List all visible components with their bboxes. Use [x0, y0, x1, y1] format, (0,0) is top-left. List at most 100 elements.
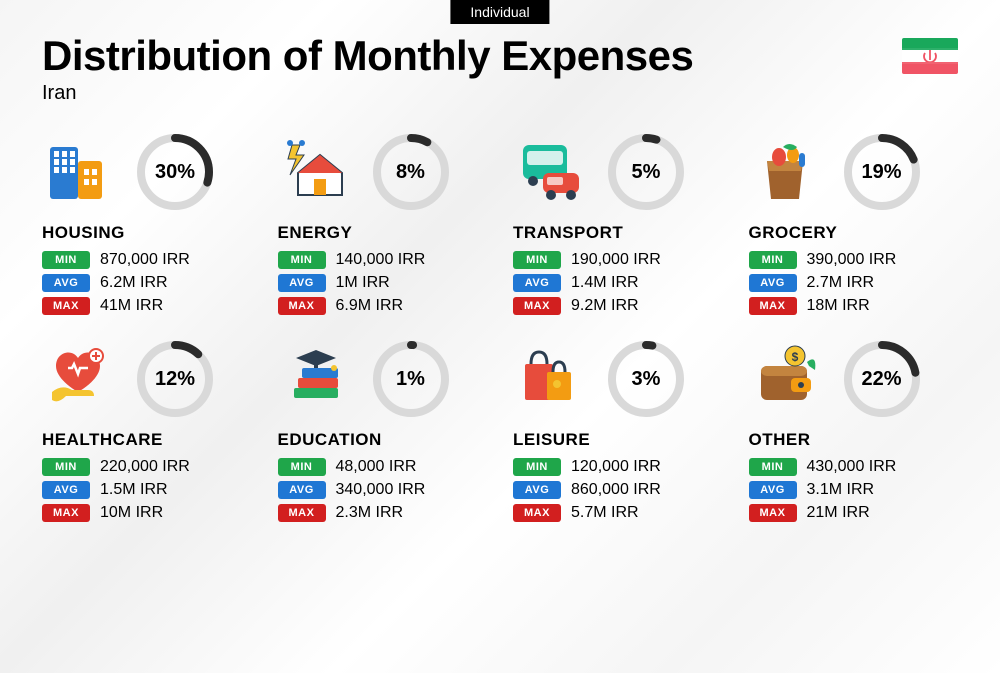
- healthcare-max-row: MAX 10M IRR: [42, 504, 252, 522]
- avg-badge: AVG: [278, 481, 326, 499]
- housing-min-row: MIN 870,000 IRR: [42, 251, 252, 269]
- other-min-value: 430,000 IRR: [807, 458, 897, 476]
- healthcare-max-value: 10M IRR: [100, 504, 163, 522]
- grocery-percent-label: 19%: [843, 133, 921, 211]
- category-leisure: 3% LEISURE MIN 120,000 IRR AVG 860,000 I…: [513, 340, 723, 527]
- leisure-percent-label: 3%: [607, 340, 685, 418]
- healthcare-percent-label: 12%: [136, 340, 214, 418]
- other-name: OTHER: [749, 430, 959, 450]
- leisure-max-value: 5.7M IRR: [571, 504, 639, 522]
- other-avg-row: AVG 3.1M IRR: [749, 481, 959, 499]
- housing-min-value: 870,000 IRR: [100, 251, 190, 269]
- education-avg-value: 340,000 IRR: [336, 481, 426, 499]
- category-housing: 30% HOUSING MIN 870,000 IRR AVG 6.2M IRR…: [42, 133, 252, 320]
- transport-percent-label: 5%: [607, 133, 685, 211]
- grocery-avg-value: 2.7M IRR: [807, 274, 875, 292]
- grocery-min-value: 390,000 IRR: [807, 251, 897, 269]
- energy-min-row: MIN 140,000 IRR: [278, 251, 488, 269]
- education-percent-label: 1%: [372, 340, 450, 418]
- transport-max-row: MAX 9.2M IRR: [513, 297, 723, 315]
- leisure-avg-value: 860,000 IRR: [571, 481, 661, 499]
- energy-max-row: MAX 6.9M IRR: [278, 297, 488, 315]
- other-percent-label: 22%: [843, 340, 921, 418]
- grocery-percent-ring: 19%: [843, 133, 921, 211]
- avg-badge: AVG: [749, 481, 797, 499]
- svg-text:$: $: [791, 350, 798, 364]
- category-energy: 8% ENERGY MIN 140,000 IRR AVG 1M IRR MAX…: [278, 133, 488, 320]
- min-badge: MIN: [278, 458, 326, 476]
- other-max-value: 21M IRR: [807, 504, 870, 522]
- education-name: EDUCATION: [278, 430, 488, 450]
- avg-badge: AVG: [513, 274, 561, 292]
- leisure-max-row: MAX 5.7M IRR: [513, 504, 723, 522]
- healthcare-icon: [42, 344, 118, 414]
- energy-min-value: 140,000 IRR: [336, 251, 426, 269]
- education-percent-ring: 1%: [372, 340, 450, 418]
- grocery-icon: [749, 137, 825, 207]
- housing-icon: [42, 137, 118, 207]
- max-badge: MAX: [42, 297, 90, 315]
- min-badge: MIN: [513, 251, 561, 269]
- grocery-max-value: 18M IRR: [807, 297, 870, 315]
- other-max-row: MAX 21M IRR: [749, 504, 959, 522]
- category-transport: 5% TRANSPORT MIN 190,000 IRR AVG 1.4M IR…: [513, 133, 723, 320]
- healthcare-min-row: MIN 220,000 IRR: [42, 458, 252, 476]
- housing-max-row: MAX 41M IRR: [42, 297, 252, 315]
- housing-name: HOUSING: [42, 223, 252, 243]
- category-healthcare: 12% HEALTHCARE MIN 220,000 IRR AVG 1.5M …: [42, 340, 252, 527]
- flag-iran-icon: [902, 38, 958, 74]
- grocery-max-row: MAX 18M IRR: [749, 297, 959, 315]
- category-education: 1% EDUCATION MIN 48,000 IRR AVG 340,000 …: [278, 340, 488, 527]
- housing-percent-label: 30%: [136, 133, 214, 211]
- energy-avg-value: 1M IRR: [336, 274, 390, 292]
- education-max-value: 2.3M IRR: [336, 504, 404, 522]
- leisure-icon: [513, 344, 589, 414]
- healthcare-name: HEALTHCARE: [42, 430, 252, 450]
- min-badge: MIN: [42, 458, 90, 476]
- energy-icon: [278, 137, 354, 207]
- education-min-value: 48,000 IRR: [336, 458, 417, 476]
- leisure-percent-ring: 3%: [607, 340, 685, 418]
- leisure-min-value: 120,000 IRR: [571, 458, 661, 476]
- energy-name: ENERGY: [278, 223, 488, 243]
- categories-grid: 30% HOUSING MIN 870,000 IRR AVG 6.2M IRR…: [0, 115, 1000, 547]
- grocery-min-row: MIN 390,000 IRR: [749, 251, 959, 269]
- header: Distribution of Monthly Expenses Iran: [0, 0, 1000, 115]
- avg-badge: AVG: [749, 274, 797, 292]
- healthcare-min-value: 220,000 IRR: [100, 458, 190, 476]
- min-badge: MIN: [749, 458, 797, 476]
- leisure-name: LEISURE: [513, 430, 723, 450]
- grocery-avg-row: AVG 2.7M IRR: [749, 274, 959, 292]
- category-grocery: 19% GROCERY MIN 390,000 IRR AVG 2.7M IRR…: [749, 133, 959, 320]
- transport-avg-value: 1.4M IRR: [571, 274, 639, 292]
- min-badge: MIN: [42, 251, 90, 269]
- transport-max-value: 9.2M IRR: [571, 297, 639, 315]
- max-badge: MAX: [278, 504, 326, 522]
- transport-avg-row: AVG 1.4M IRR: [513, 274, 723, 292]
- healthcare-avg-row: AVG 1.5M IRR: [42, 481, 252, 499]
- transport-name: TRANSPORT: [513, 223, 723, 243]
- max-badge: MAX: [513, 504, 561, 522]
- avg-badge: AVG: [42, 481, 90, 499]
- education-avg-row: AVG 340,000 IRR: [278, 481, 488, 499]
- other-avg-value: 3.1M IRR: [807, 481, 875, 499]
- max-badge: MAX: [42, 504, 90, 522]
- leisure-min-row: MIN 120,000 IRR: [513, 458, 723, 476]
- grocery-name: GROCERY: [749, 223, 959, 243]
- education-max-row: MAX 2.3M IRR: [278, 504, 488, 522]
- transport-icon: [513, 137, 589, 207]
- min-badge: MIN: [513, 458, 561, 476]
- healthcare-percent-ring: 12%: [136, 340, 214, 418]
- other-percent-ring: 22%: [843, 340, 921, 418]
- max-badge: MAX: [749, 504, 797, 522]
- leisure-avg-row: AVG 860,000 IRR: [513, 481, 723, 499]
- max-badge: MAX: [513, 297, 561, 315]
- education-min-row: MIN 48,000 IRR: [278, 458, 488, 476]
- education-icon: [278, 344, 354, 414]
- max-badge: MAX: [749, 297, 797, 315]
- country-subtitle: Iran: [42, 82, 958, 105]
- min-badge: MIN: [278, 251, 326, 269]
- healthcare-avg-value: 1.5M IRR: [100, 481, 168, 499]
- other-icon: $: [749, 344, 825, 414]
- housing-percent-ring: 30%: [136, 133, 214, 211]
